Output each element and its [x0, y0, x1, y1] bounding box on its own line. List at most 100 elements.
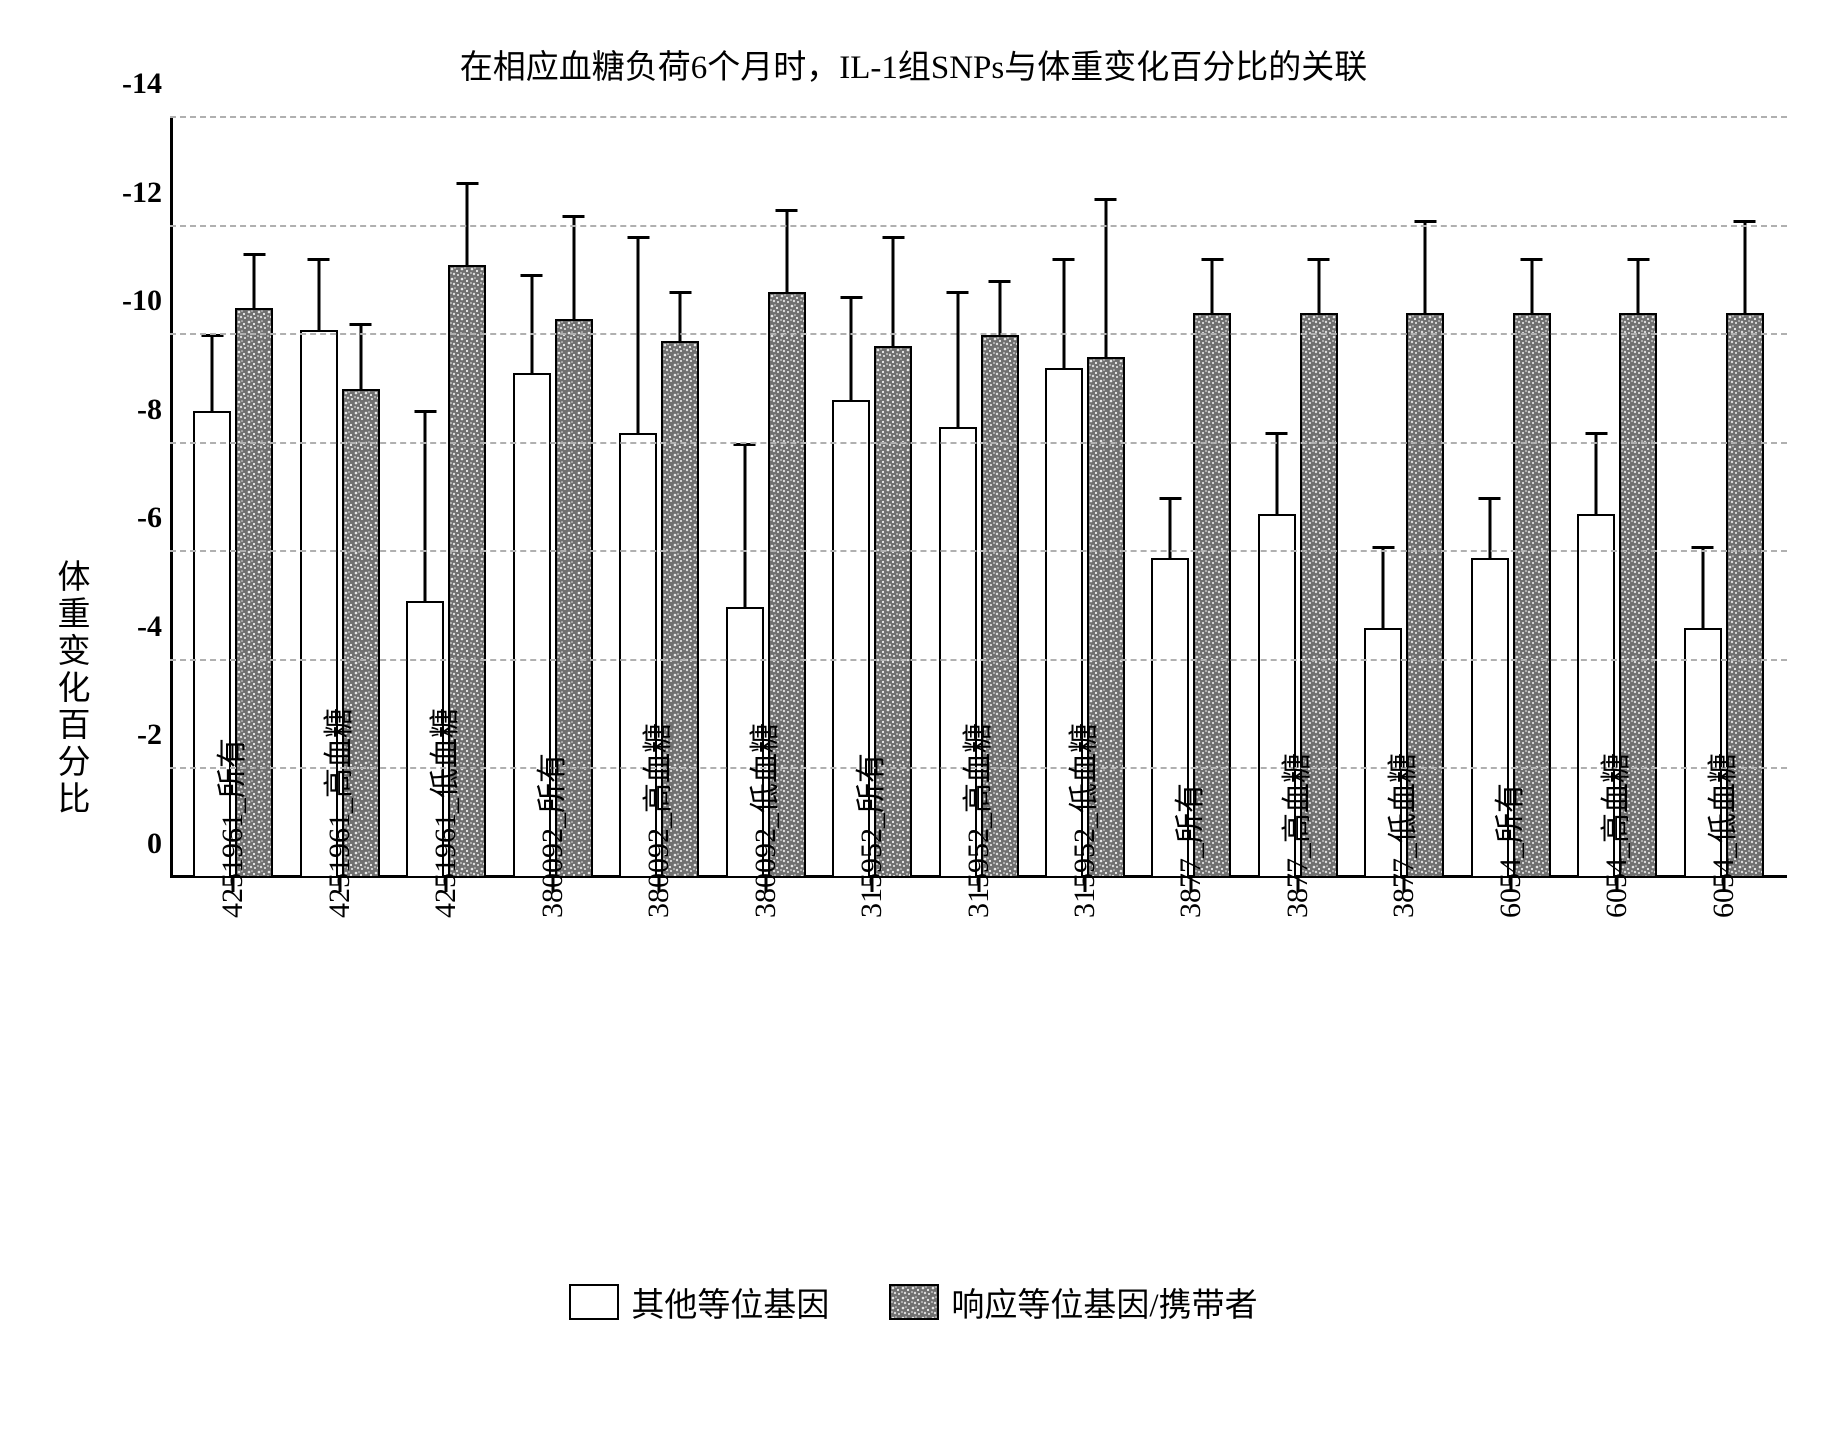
error-cap — [1159, 497, 1181, 500]
error-cap — [1053, 258, 1075, 261]
x-label-cell: 315952_高血糖 — [925, 896, 1031, 1258]
x-label-cell: 4251961_所有 — [180, 896, 286, 1258]
x-label-cell: 6054_所有 — [1458, 896, 1564, 1258]
x-label: 4251961_高血糖 — [314, 708, 358, 918]
error-bar — [253, 256, 256, 310]
error-bar — [530, 277, 533, 375]
legend-swatch-resp — [889, 1284, 939, 1320]
x-label: 380092_所有 — [527, 753, 571, 918]
error-bar — [956, 294, 959, 430]
y-tick-label: -14 — [122, 67, 162, 101]
x-label-cell: 380092_高血糖 — [606, 896, 712, 1258]
x-label-cell: 3877_高血糖 — [1245, 896, 1351, 1258]
error-cap — [1585, 432, 1607, 435]
error-cap — [1266, 432, 1288, 435]
legend-swatch-other — [569, 1284, 619, 1320]
error-cap — [1201, 258, 1223, 261]
x-label: 3877_低血糖 — [1378, 753, 1422, 918]
x-label: 4251961_低血糖 — [420, 708, 464, 918]
gridline — [170, 550, 1787, 552]
error-bar — [679, 294, 682, 343]
plot-wrap: 4251961_所有4251961_高血糖4251961_低血糖380092_所… — [170, 118, 1787, 1258]
x-label-cell: 4251961_高血糖 — [286, 896, 392, 1258]
y-tick-label: -4 — [137, 610, 162, 644]
error-bar — [1637, 261, 1640, 315]
x-label: 3877_高血糖 — [1272, 753, 1316, 918]
x-label: 6054_所有 — [1485, 783, 1529, 918]
gridline — [170, 333, 1787, 335]
error-cap — [1095, 198, 1117, 201]
error-bar — [1062, 261, 1065, 370]
error-cap — [456, 182, 478, 185]
error-bar — [637, 239, 640, 434]
error-cap — [1414, 220, 1436, 223]
gridline — [170, 442, 1787, 444]
legend: 其他等位基因 响应等位基因/携带者 — [40, 1278, 1787, 1326]
x-label: 315952_所有 — [846, 753, 890, 918]
error-bar — [1382, 549, 1385, 630]
error-cap — [840, 296, 862, 299]
error-bar — [1701, 549, 1704, 630]
error-bar — [211, 337, 214, 413]
error-cap — [1627, 258, 1649, 261]
error-cap — [627, 236, 649, 239]
error-cap — [947, 291, 969, 294]
error-cap — [521, 274, 543, 277]
x-label-cell: 380092_低血糖 — [712, 896, 818, 1258]
error-cap — [882, 236, 904, 239]
x-labels: 4251961_所有4251961_高血糖4251961_低血糖380092_所… — [170, 878, 1787, 1258]
gridline — [170, 225, 1787, 227]
x-label-cell: 3877_低血糖 — [1351, 896, 1457, 1258]
error-bar — [1317, 261, 1320, 315]
error-cap — [1692, 546, 1714, 549]
y-tick-label: -2 — [137, 718, 162, 752]
y-ticks: 0-2-4-6-8-10-12-14 — [100, 118, 170, 878]
gridline — [170, 659, 1787, 661]
x-label-cell: 6054_低血糖 — [1671, 896, 1777, 1258]
error-bar — [1211, 261, 1214, 315]
error-bar — [317, 261, 320, 332]
error-cap — [1479, 497, 1501, 500]
x-label-cell: 315952_低血糖 — [1032, 896, 1138, 1258]
gridline — [170, 116, 1787, 118]
chart-container: 在相应血糖负荷6个月时，IL-1组SNPs与体重变化百分比的关联 体重变化百分比… — [40, 40, 1787, 1326]
y-tick-label: -10 — [122, 284, 162, 318]
error-cap — [243, 253, 265, 256]
error-bar — [1595, 435, 1598, 516]
error-bar — [1743, 223, 1746, 315]
bar-group — [1138, 118, 1244, 878]
y-tick-label: -8 — [137, 393, 162, 427]
bar-group — [1458, 118, 1564, 878]
error-cap — [1521, 258, 1543, 261]
y-tick-label: 0 — [147, 827, 162, 861]
x-label: 380092_低血糖 — [740, 723, 784, 918]
ylabel-wrap: 体重变化百分比 — [40, 118, 100, 1258]
error-bar — [359, 326, 362, 391]
x-label-cell: 4251961_低血糖 — [393, 896, 499, 1258]
x-label-cell: 3877_所有 — [1138, 896, 1244, 1258]
x-label-cell: 380092_所有 — [499, 896, 605, 1258]
chart-body: 体重变化百分比 0-2-4-6-8-10-12-14 4251961_所有425… — [40, 118, 1787, 1258]
error-cap — [350, 323, 372, 326]
y-axis-label: 体重变化百分比 — [46, 559, 94, 818]
error-cap — [776, 209, 798, 212]
error-cap — [1734, 220, 1756, 223]
x-label: 6054_低血糖 — [1698, 753, 1742, 918]
error-bar — [1275, 435, 1278, 516]
error-cap — [308, 258, 330, 261]
x-label-cell: 6054_高血糖 — [1564, 896, 1670, 1258]
error-cap — [563, 215, 585, 218]
x-label-cell: 315952_所有 — [819, 896, 925, 1258]
error-cap — [989, 280, 1011, 283]
x-label: 380092_高血糖 — [633, 723, 677, 918]
error-bar — [572, 218, 575, 321]
x-label: 3877_所有 — [1165, 783, 1209, 918]
error-bar — [1424, 223, 1427, 315]
x-label: 315952_高血糖 — [953, 723, 997, 918]
error-cap — [669, 291, 691, 294]
error-cap — [1372, 546, 1394, 549]
chart-title: 在相应血糖负荷6个月时，IL-1组SNPs与体重变化百分比的关联 — [40, 40, 1787, 88]
error-bar — [892, 239, 895, 348]
error-cap — [1308, 258, 1330, 261]
error-cap — [414, 410, 436, 413]
